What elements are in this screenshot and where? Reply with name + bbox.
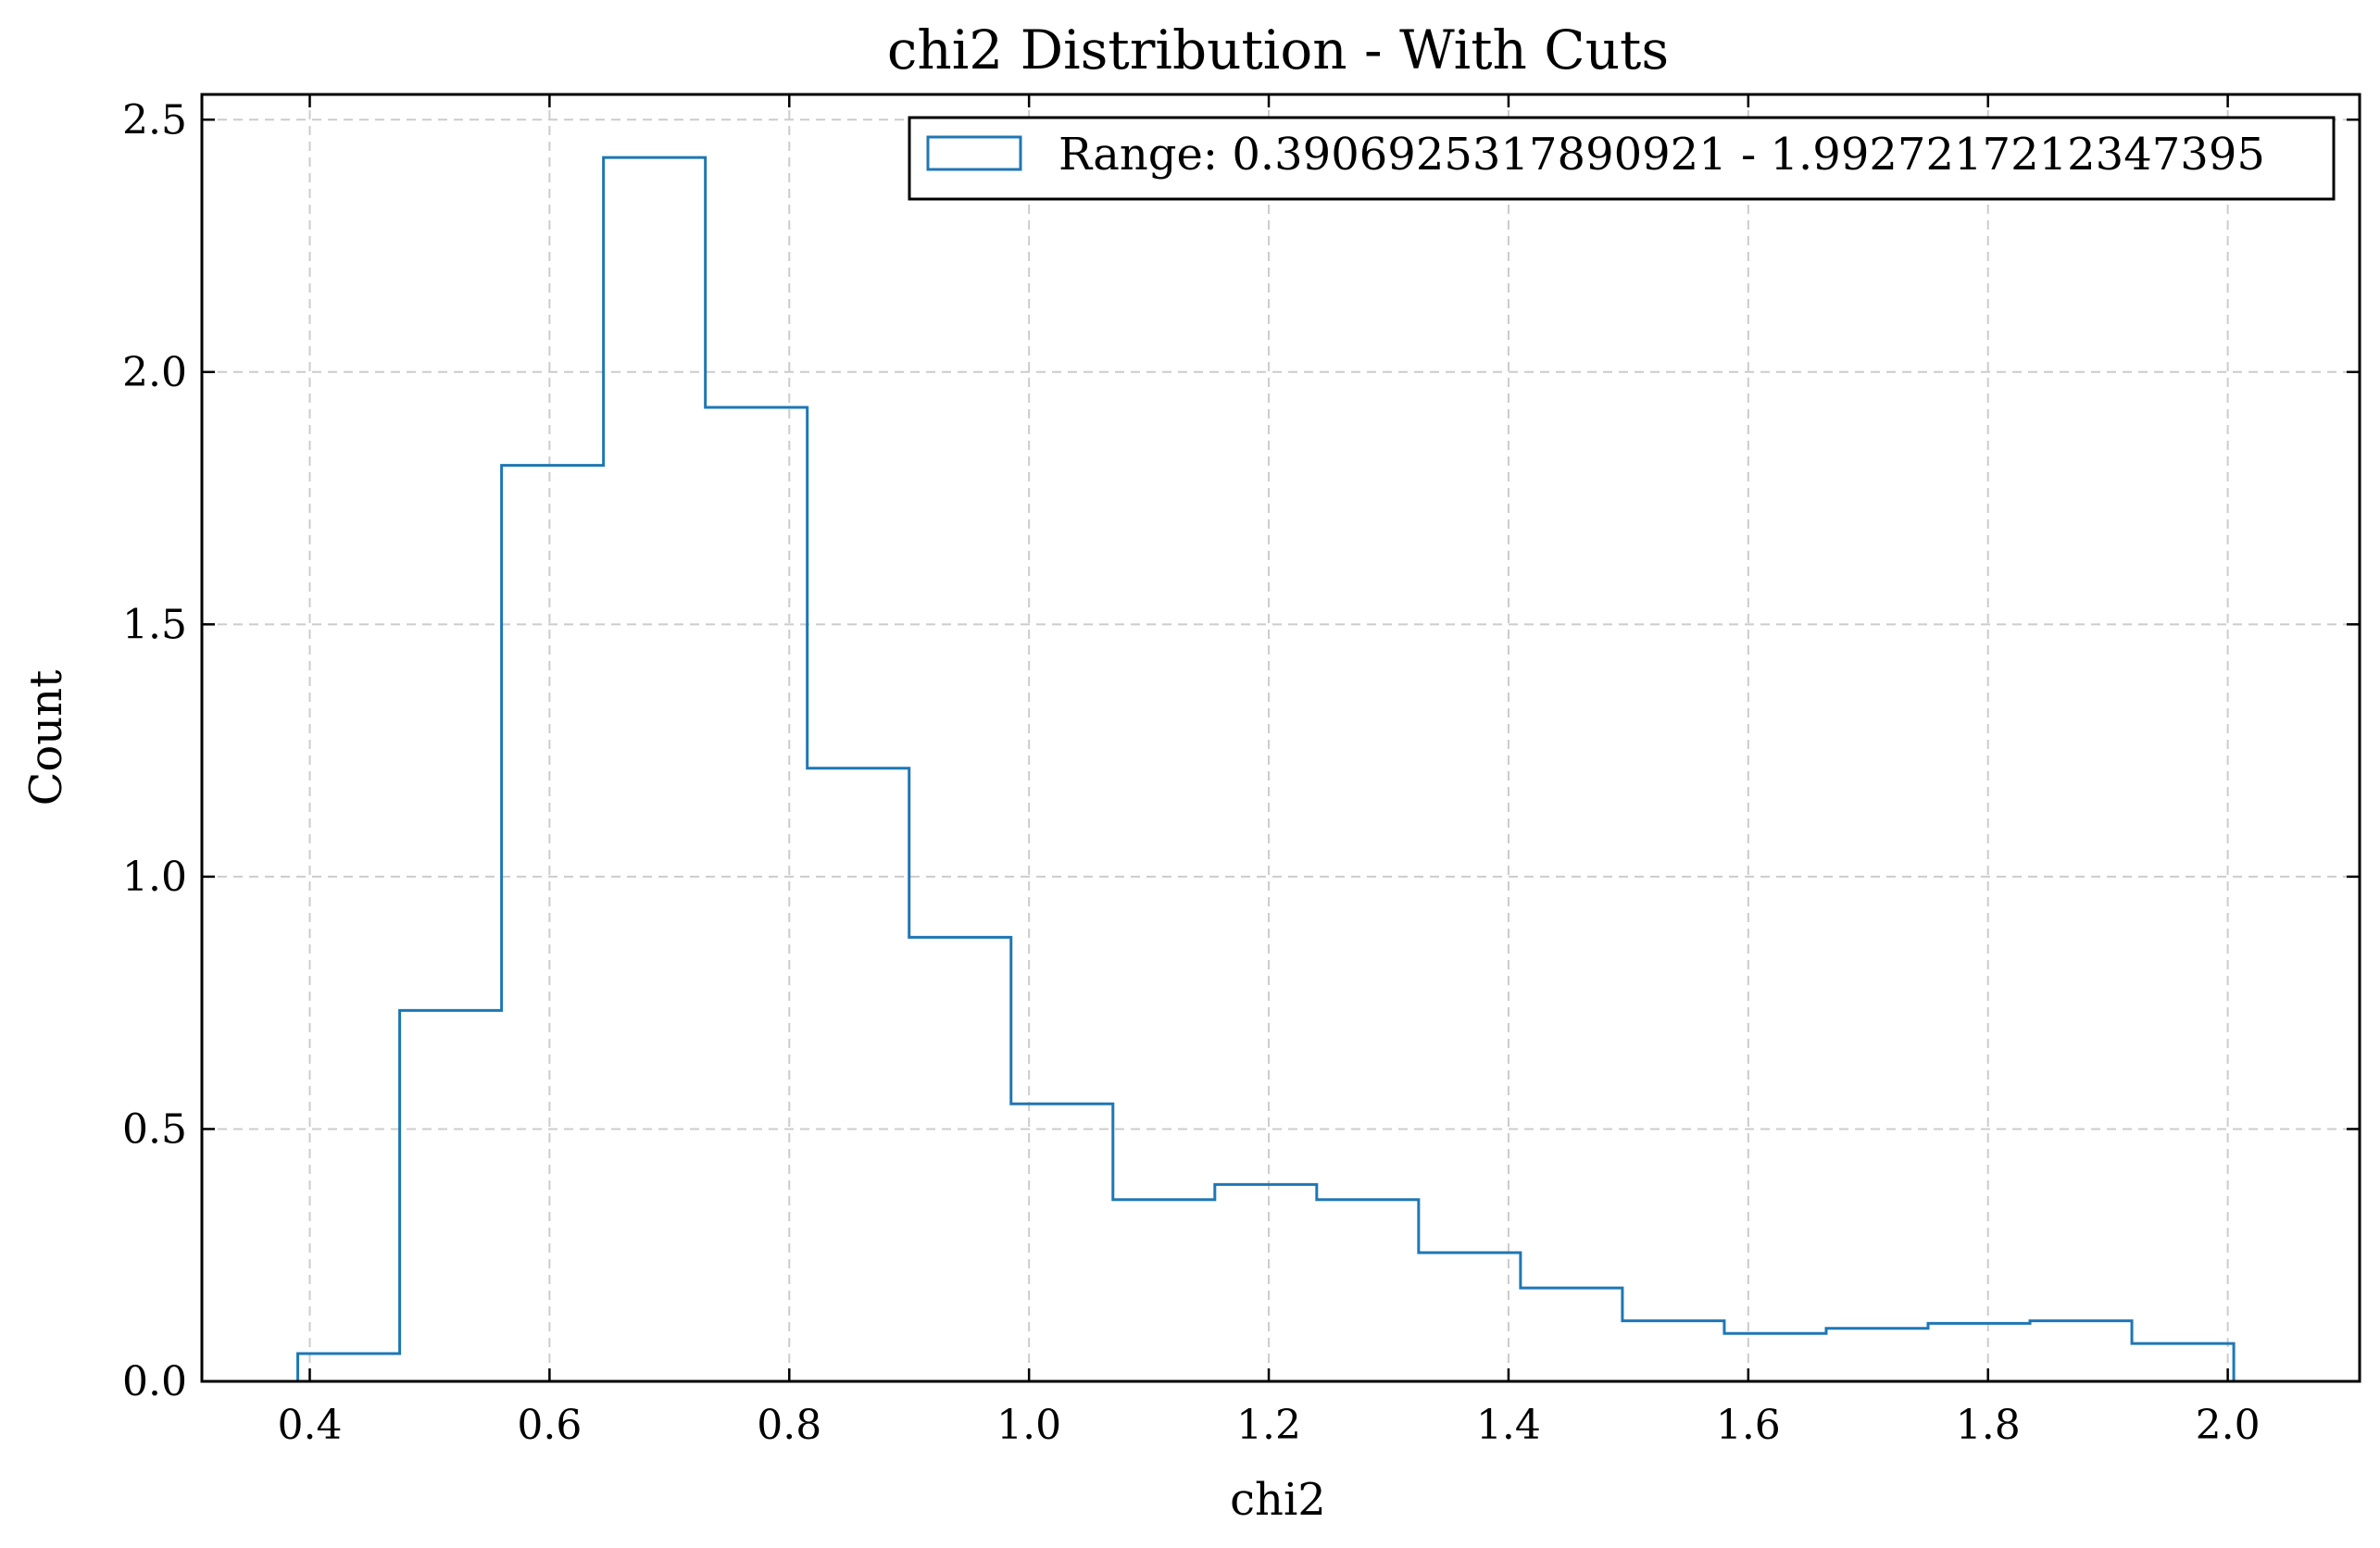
histogram-bin — [502, 466, 604, 1381]
histogram-bin — [298, 1354, 400, 1381]
x-tick-label: 1.2 — [1236, 1402, 1301, 1449]
x-tick-label: 1.4 — [1476, 1402, 1541, 1449]
histogram-bin — [400, 1010, 502, 1381]
histogram-bin — [604, 157, 706, 1381]
y-tick-label: 0.0 — [122, 1358, 187, 1405]
histogram-outline — [296, 156, 2236, 1381]
histogram-bin — [1826, 1329, 1928, 1381]
histogram-bin — [1622, 1321, 1724, 1381]
y-tick-label: 1.0 — [122, 854, 187, 901]
legend-box — [908, 116, 2336, 201]
histogram-bin — [1113, 1200, 1215, 1381]
histogram-bin — [1928, 1323, 2030, 1381]
x-tick-label: 1.0 — [996, 1402, 1061, 1449]
histogram-bin — [1724, 1333, 1826, 1381]
plot-frame — [200, 93, 2361, 1383]
histogram-bin — [909, 937, 1011, 1381]
legend-label: Range: 0.3906925317890921 - 1.9927217212… — [1058, 129, 2265, 181]
histogram-bin — [1215, 1184, 1317, 1381]
legend-swatch — [926, 135, 1022, 171]
x-tick-label: 2.0 — [2196, 1402, 2261, 1449]
histogram-series — [296, 156, 2236, 1381]
y-tick-label: 2.5 — [122, 96, 187, 144]
y-tick-label: 1.5 — [122, 601, 187, 648]
x-tick-labels: 0.4 0.6 0.8 1.0 1.2 1.4 1.6 1.8 2.0 — [278, 1402, 2261, 1449]
x-tick-label: 1.6 — [1716, 1402, 1781, 1449]
histogram-bin — [2132, 1343, 2234, 1381]
legend: Range: 0.3906925317890921 - 1.9927217212… — [908, 116, 2336, 201]
histogram-bin — [706, 407, 808, 1381]
histogram-bin — [1419, 1253, 1521, 1381]
x-tick-label: 0.6 — [517, 1402, 582, 1449]
x-tick-label: 0.8 — [757, 1402, 821, 1449]
y-tick-label: 2.0 — [122, 349, 187, 396]
histogram-bin — [2030, 1321, 2132, 1381]
chart-title: chi2 Distribution - With Cuts — [887, 19, 1669, 81]
histogram-bin — [1317, 1200, 1419, 1381]
y-axis-label: Count — [20, 670, 72, 806]
y-tick-label: 0.5 — [122, 1105, 187, 1153]
axis-ticks — [202, 94, 2360, 1383]
histogram-bin — [808, 768, 909, 1381]
x-tick-label: 0.4 — [278, 1402, 343, 1449]
histogram-bin — [1011, 1104, 1113, 1381]
histogram-bin — [1521, 1288, 1622, 1381]
x-axis-label: chi2 — [1230, 1474, 1326, 1526]
y-tick-labels: 0.0 0.5 1.0 1.5 2.0 2.5 — [122, 96, 187, 1405]
x-tick-label: 1.8 — [1956, 1402, 2021, 1449]
